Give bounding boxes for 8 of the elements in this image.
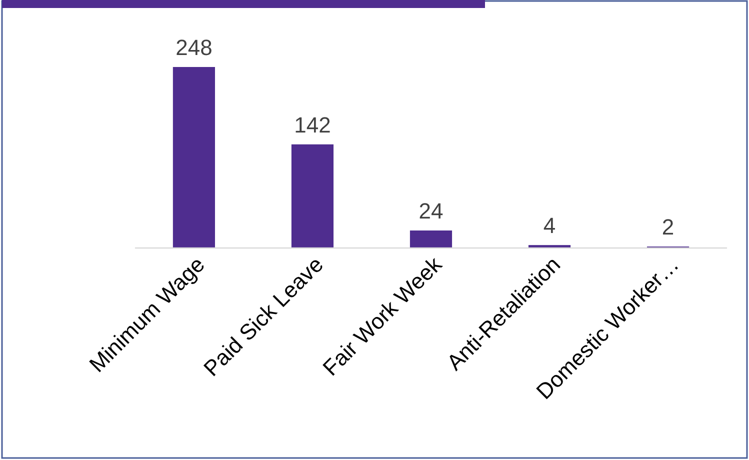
- bar: [291, 144, 334, 248]
- data-label: 2: [662, 214, 674, 240]
- data-label: 142: [294, 112, 331, 138]
- bar: [172, 67, 215, 248]
- data-label: 248: [176, 35, 212, 60]
- data-label: 24: [418, 198, 444, 224]
- data-label: 4: [543, 213, 556, 238]
- bar: [410, 230, 452, 248]
